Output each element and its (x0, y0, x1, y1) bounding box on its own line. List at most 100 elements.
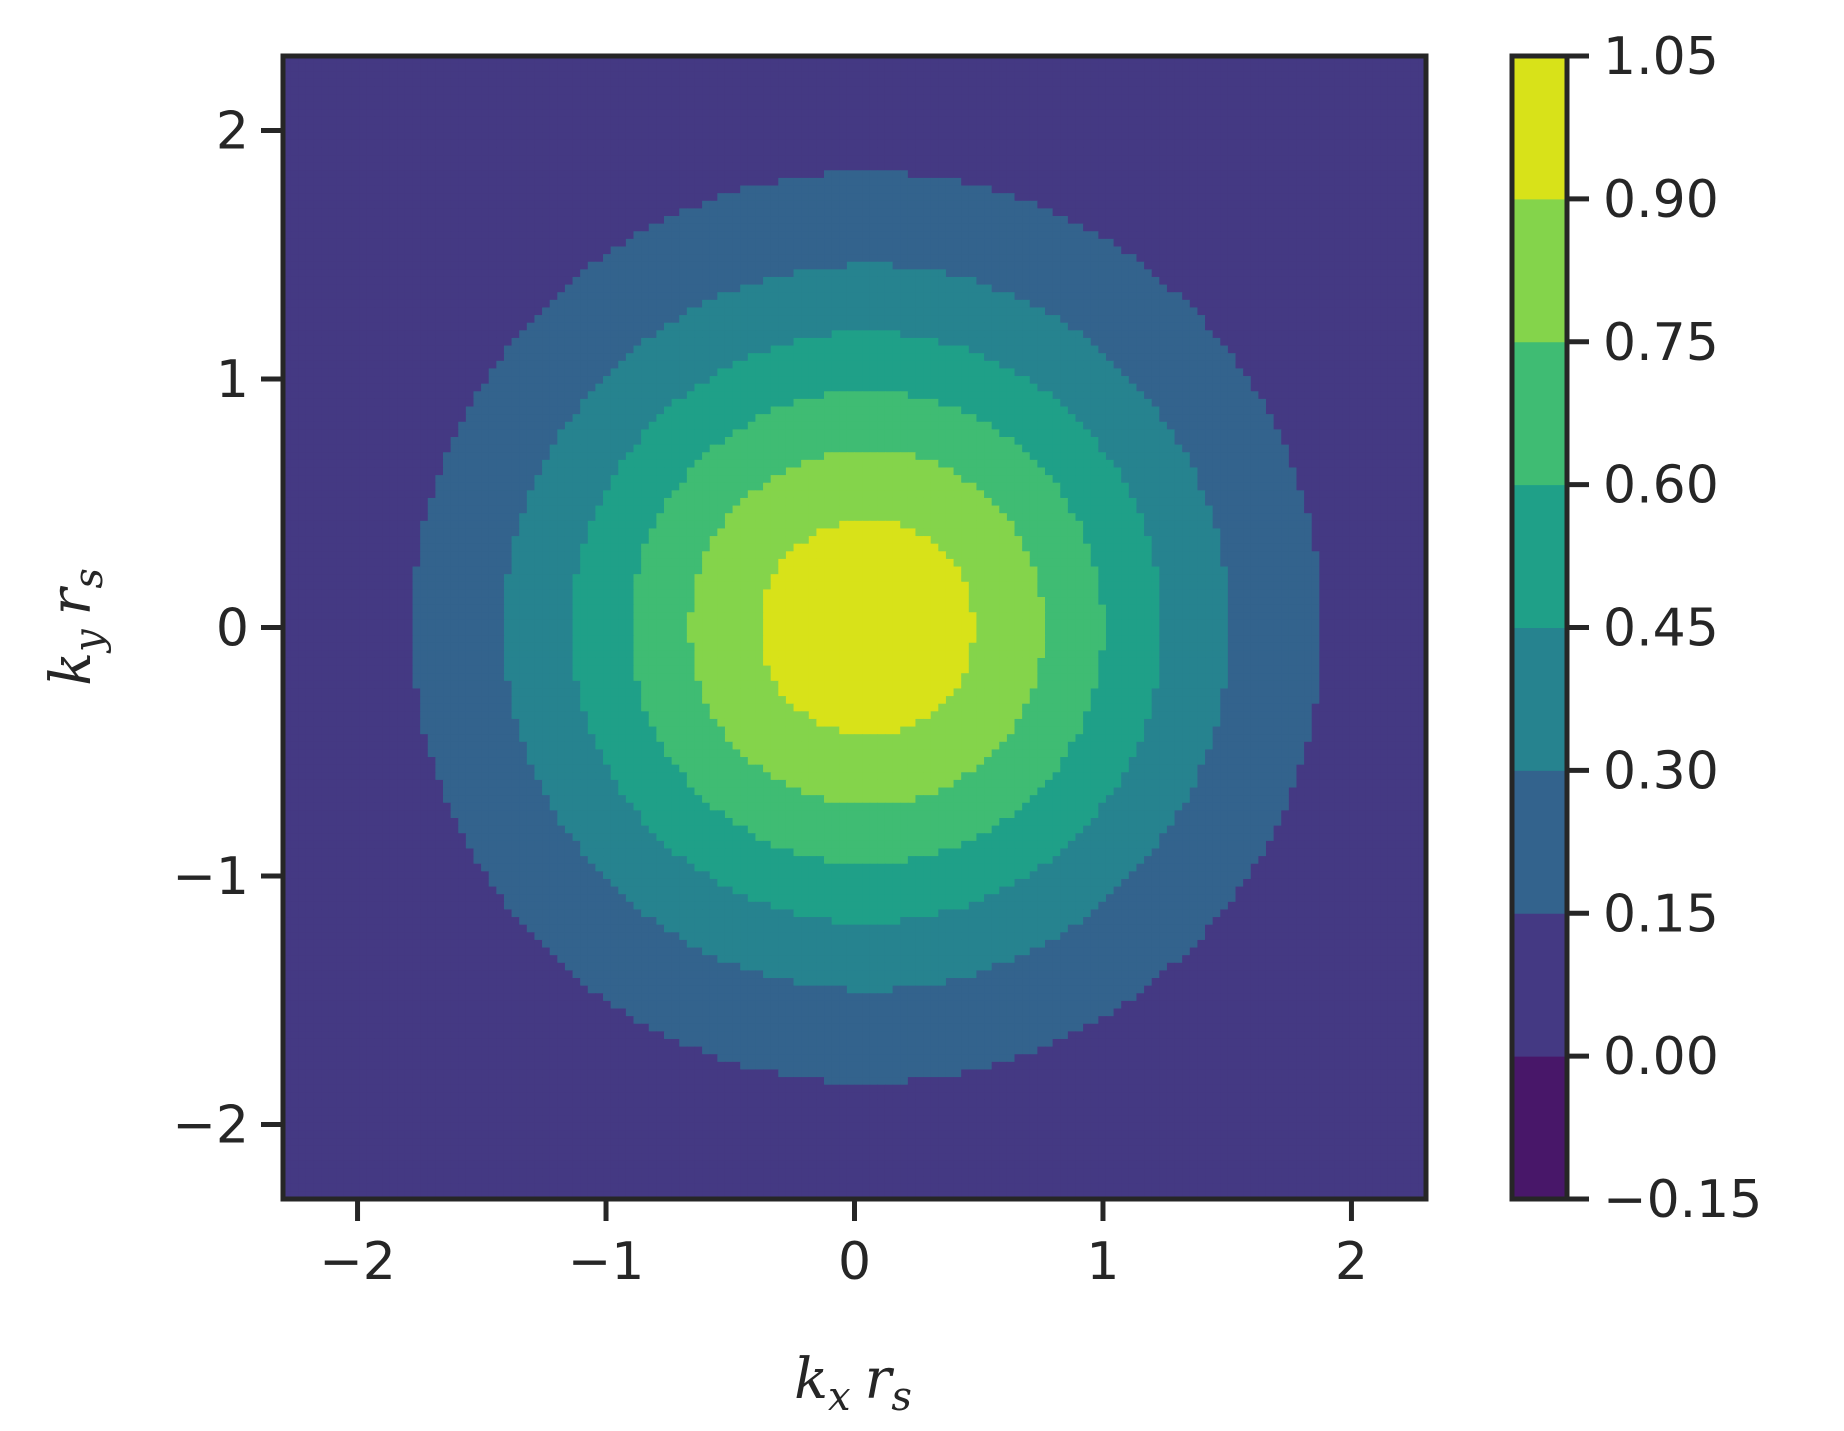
contour-cell (1357, 117, 1365, 125)
contour-cell (435, 178, 443, 186)
contour-cell (1098, 125, 1106, 133)
contour-cell (496, 64, 504, 72)
contour-cell (1197, 109, 1205, 117)
contour-cell (740, 163, 748, 171)
contour-cell (1045, 155, 1053, 163)
contour-cell (298, 71, 306, 79)
contour-cell (809, 140, 817, 148)
contour-cell (428, 94, 436, 102)
contour-cell (908, 125, 916, 133)
contour-cell (694, 140, 702, 148)
contour-cell (915, 71, 923, 79)
contour-cell (1327, 71, 1335, 79)
contour-cell (1190, 86, 1198, 94)
contour-cell (451, 147, 459, 155)
contour-cell (489, 155, 497, 163)
contour-cell (321, 163, 329, 171)
contour-cell (999, 109, 1007, 117)
contour-cell (1373, 94, 1381, 102)
contour-cell (771, 170, 779, 178)
contour-cell (1274, 117, 1282, 125)
contour-cell (573, 147, 581, 155)
contour-cell (611, 125, 619, 133)
contour-cell (557, 86, 565, 94)
contour-cell (717, 140, 725, 148)
contour-cell (1091, 147, 1099, 155)
contour-cell (413, 117, 421, 125)
contour-cell (1350, 117, 1358, 125)
contour-cell (1350, 71, 1358, 79)
contour-cell (740, 71, 748, 79)
contour-cell (512, 64, 520, 72)
contour-cell (786, 132, 794, 140)
contour-cell (664, 125, 672, 133)
contour-cell (1037, 170, 1045, 178)
contour-cell (458, 163, 466, 171)
contour-cell (885, 132, 893, 140)
contour-cell (1327, 117, 1335, 125)
contour-cell (390, 64, 398, 72)
contour-cell (1152, 155, 1160, 163)
contour-cell (1296, 155, 1304, 163)
contour-cell (717, 79, 725, 87)
contour-cell (664, 155, 672, 163)
contour-cell (679, 147, 687, 155)
contour-cell (999, 163, 1007, 171)
contour-cell (710, 117, 718, 125)
contour-cell (1220, 147, 1228, 155)
contour-cell (527, 86, 535, 94)
contour-cell (1197, 125, 1205, 133)
contour-cell (1312, 102, 1320, 110)
contour-cell (1380, 79, 1388, 87)
contour-cell (1136, 94, 1144, 102)
contour-cell (298, 117, 306, 125)
contour-cell (755, 140, 763, 148)
contour-cell (1175, 102, 1183, 110)
contour-cell (1274, 71, 1282, 79)
contour-cell (1030, 140, 1038, 148)
contour-cell (794, 132, 802, 140)
contour-cell (809, 170, 817, 178)
contour-cell (1228, 170, 1236, 178)
contour-cell (1357, 125, 1365, 133)
contour-cell (778, 86, 786, 94)
contour-cell (740, 132, 748, 140)
contour-cell (1075, 155, 1083, 163)
contour-cell (390, 102, 398, 110)
contour-cell (420, 178, 428, 186)
contour-cell (1205, 147, 1213, 155)
contour-cell (1327, 155, 1335, 163)
contour-cell (938, 71, 946, 79)
contour-cell (801, 170, 809, 178)
contour-cell (1220, 94, 1228, 102)
contour-cell (352, 86, 360, 94)
contour-cell (1205, 64, 1213, 72)
contour-cell (1205, 125, 1213, 133)
contour-cell (1197, 132, 1205, 140)
contour-cell (1152, 71, 1160, 79)
contour-cell (931, 64, 939, 72)
contour-cell (672, 147, 680, 155)
contour-cell (1274, 132, 1282, 140)
contour-cell (1296, 117, 1304, 125)
contour-cell (824, 125, 832, 133)
contour-cell (466, 109, 474, 117)
contour-cell (1152, 132, 1160, 140)
contour-cell (847, 79, 855, 87)
contour-cell (1213, 117, 1221, 125)
contour-cell (915, 163, 923, 171)
contour-cell (786, 64, 794, 72)
contour-cell (451, 117, 459, 125)
contour-cell (801, 86, 809, 94)
contour-cell (893, 140, 901, 148)
contour-cell (778, 64, 786, 72)
contour-cell (664, 117, 672, 125)
contour-cell (938, 117, 946, 125)
contour-cell (870, 170, 878, 178)
contour-cell (1228, 109, 1236, 117)
contour-cell (1053, 170, 1061, 178)
contour-cell (611, 155, 619, 163)
contour-cell (1220, 140, 1228, 148)
contour-cell (1251, 71, 1259, 79)
contour-cell (382, 94, 390, 102)
